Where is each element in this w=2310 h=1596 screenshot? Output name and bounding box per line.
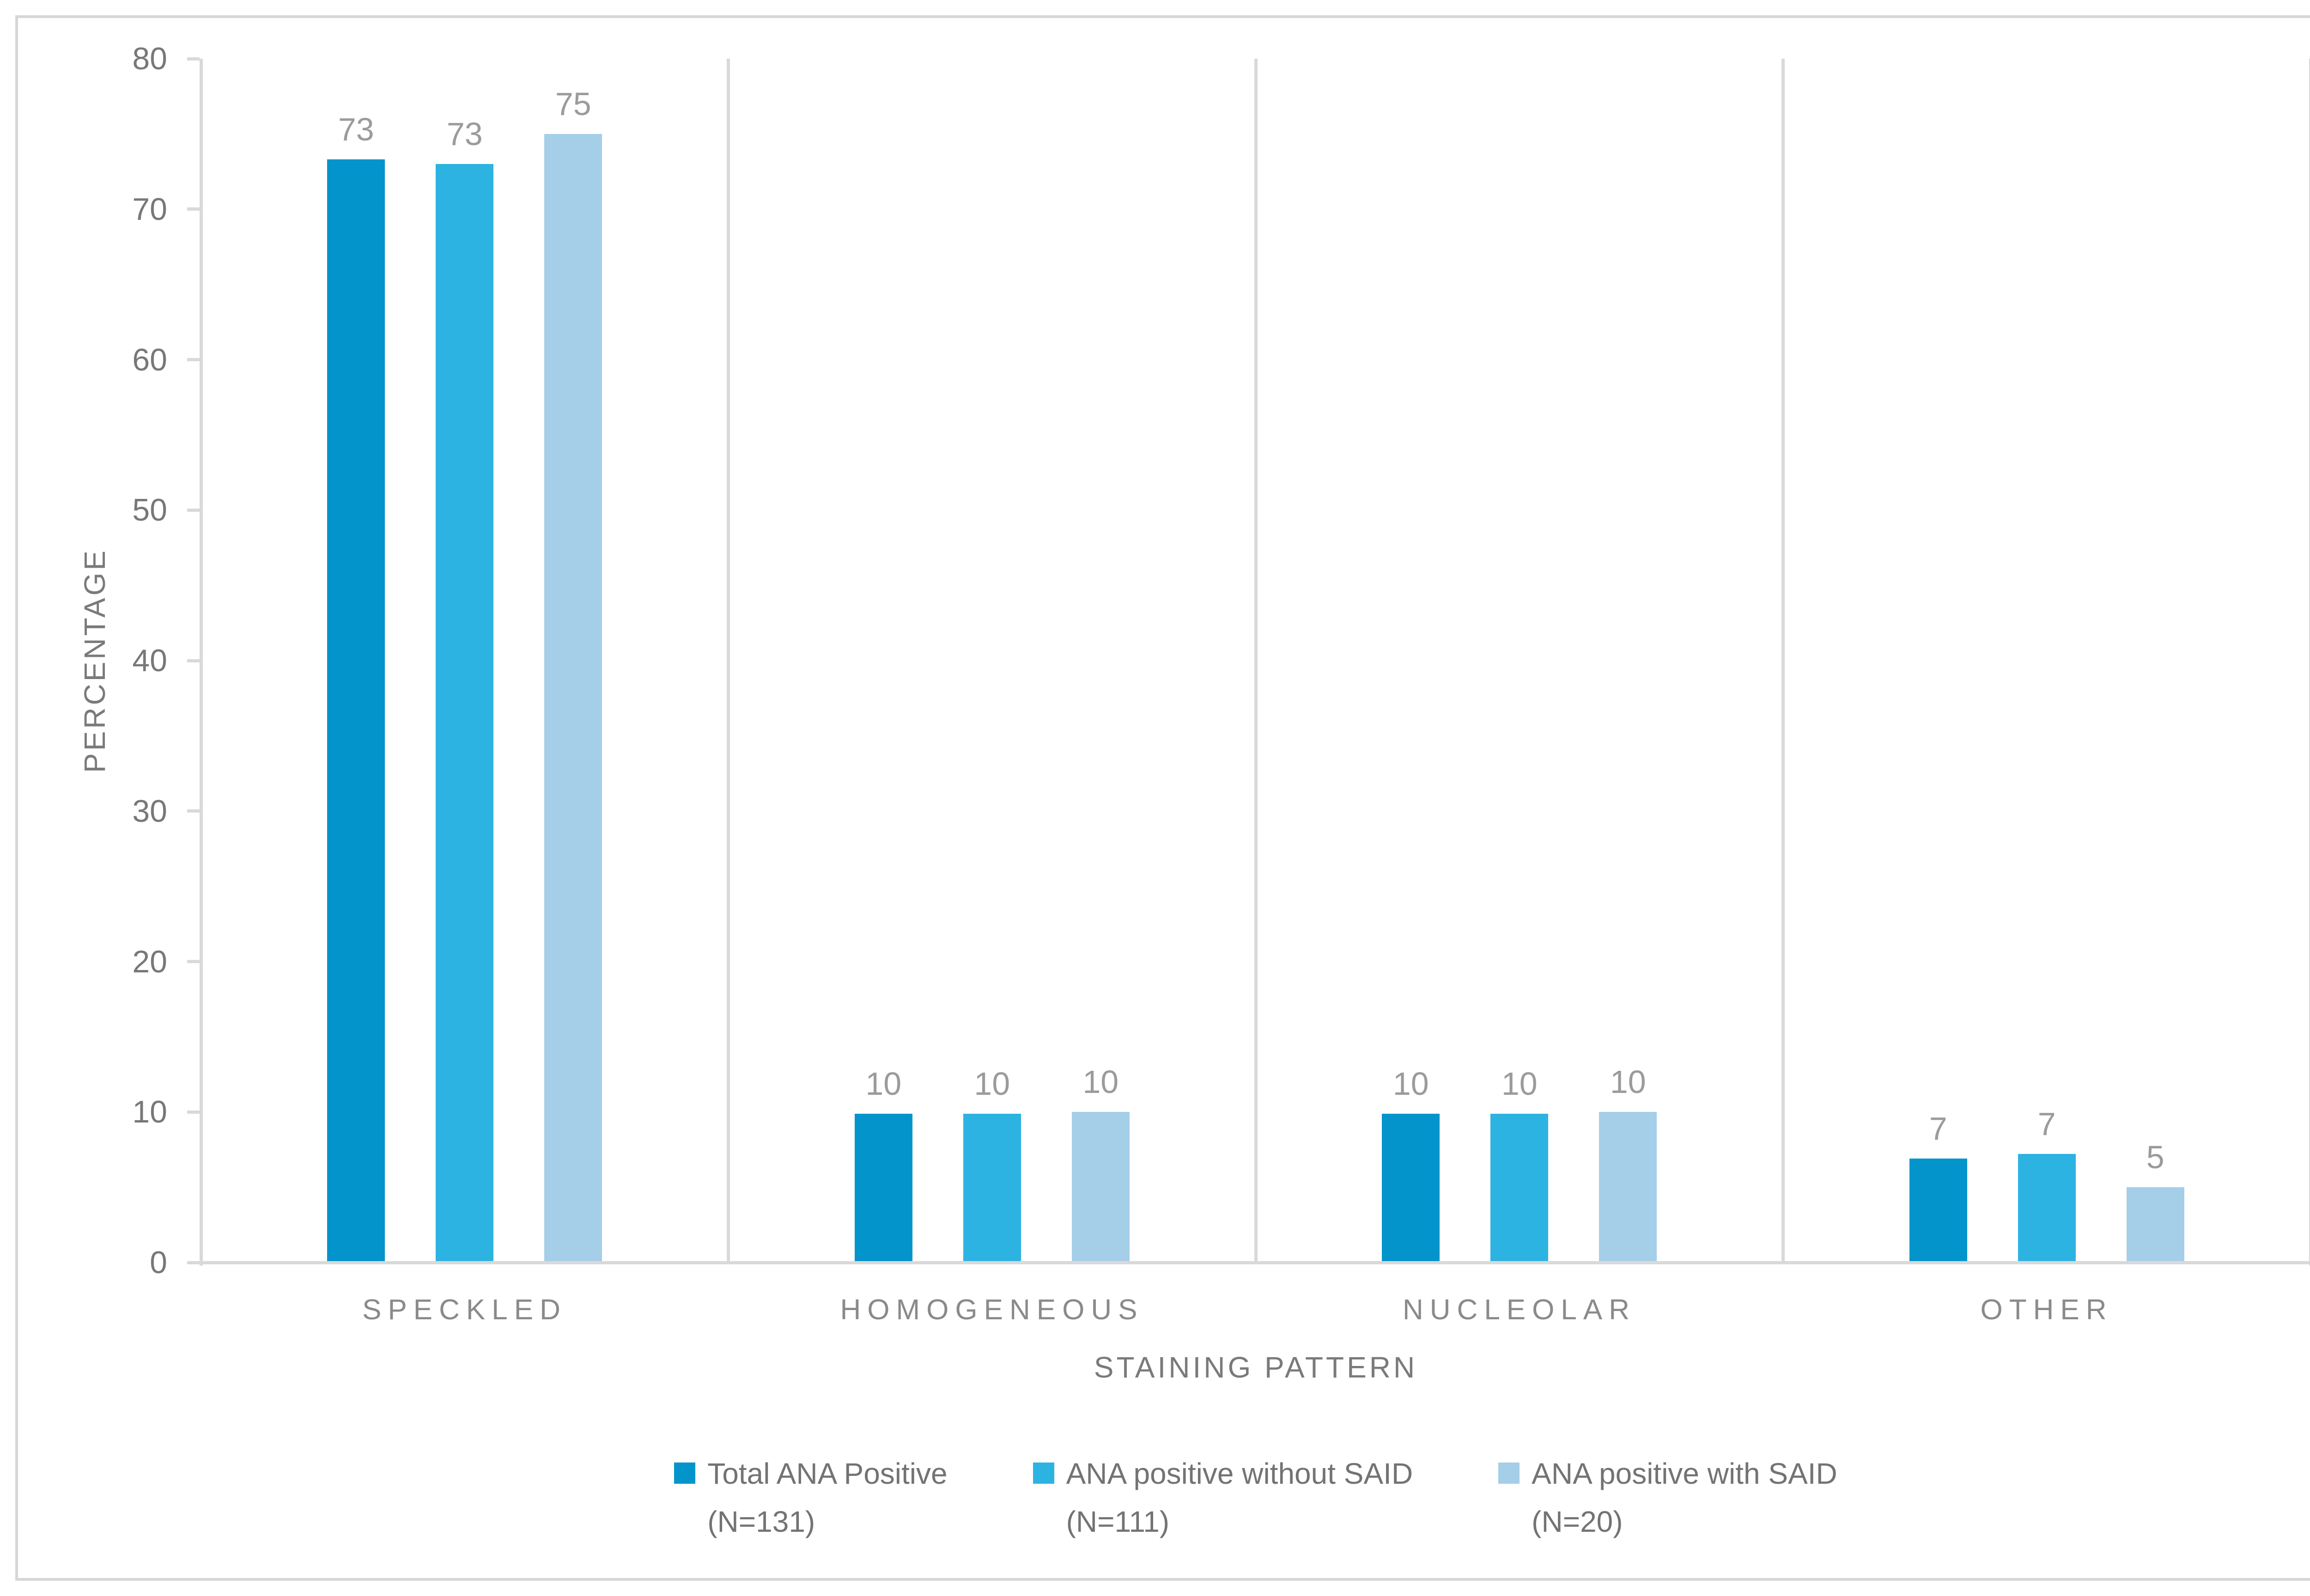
- bar: [963, 1113, 1021, 1262]
- y-tick-label: 20: [132, 944, 167, 979]
- legend: Total ANA Positive (N=131) ANA positive wi…: [201, 1454, 2310, 1541]
- y-tick-label: 60: [132, 342, 167, 377]
- x-axis-title: STAINING PATTERN: [1094, 1351, 1418, 1384]
- y-tick-label: 30: [132, 793, 167, 829]
- data-label: 10: [974, 1065, 1010, 1102]
- plot-right-border: [2309, 59, 2310, 1266]
- y-tick-label: 10: [132, 1094, 167, 1130]
- figure-border: [15, 15, 2310, 1581]
- y-axis-line: [199, 59, 203, 1266]
- y-tick-mark: [187, 809, 200, 813]
- y-tick-label: 0: [150, 1245, 167, 1280]
- data-label: 7: [1929, 1111, 1947, 1147]
- bar: [1599, 1112, 1657, 1262]
- category-separator: [727, 59, 730, 1262]
- bar: [327, 159, 385, 1262]
- data-label: 75: [555, 85, 591, 122]
- y-tick-label: 80: [132, 41, 167, 76]
- legend-label: ANA positive with SAID: [1532, 1457, 1837, 1490]
- legend-label-group: ANA positive without SAID (N=111): [1066, 1454, 1413, 1541]
- legend-label: ANA positive without SAID: [1066, 1457, 1413, 1490]
- data-label: 5: [2146, 1139, 2164, 1176]
- y-tick-mark: [187, 207, 200, 211]
- bar: [1490, 1113, 1549, 1262]
- bar: [544, 134, 602, 1262]
- data-label: 10: [865, 1065, 902, 1102]
- y-tick-label: 40: [132, 643, 167, 678]
- plot-area: 73 10 10 7 73 10 10 7 75 10 10 5: [201, 59, 2310, 1262]
- bar: [2018, 1154, 2076, 1262]
- legend-count: (N=131): [707, 1505, 815, 1539]
- y-tick-mark: [187, 960, 200, 963]
- y-tick-mark: [187, 508, 200, 512]
- bar: [854, 1113, 912, 1262]
- data-label: 10: [1082, 1064, 1119, 1100]
- bar: [436, 164, 494, 1262]
- legend-label: Total ANA Positive: [707, 1457, 948, 1490]
- bar: [1909, 1159, 1967, 1262]
- y-tick-label: 70: [132, 191, 167, 227]
- category-label: SPECKLED: [362, 1294, 567, 1326]
- bar: [1071, 1112, 1130, 1262]
- category-label: NUCLEOLAR: [1403, 1294, 1636, 1326]
- data-label: 7: [2037, 1106, 2056, 1142]
- data-label: 10: [1610, 1064, 1646, 1100]
- category-label: HOMOGENEOUS: [840, 1294, 1144, 1326]
- data-label: 73: [338, 111, 374, 148]
- category-label: OTHER: [1980, 1294, 2113, 1326]
- legend-count: (N=111): [1066, 1505, 1170, 1539]
- legend-marker: [674, 1462, 696, 1484]
- legend-marker: [1033, 1462, 1054, 1484]
- bar: [1382, 1113, 1440, 1262]
- legend-item: ANA positive with SAID (N=20): [1498, 1454, 1837, 1541]
- legend-item: Total ANA Positive (N=131): [674, 1454, 948, 1541]
- legend-count: (N=20): [1532, 1505, 1623, 1539]
- data-label: 73: [446, 116, 483, 152]
- legend-label-group: Total ANA Positive (N=131): [707, 1454, 947, 1541]
- y-tick-mark: [187, 1110, 200, 1114]
- y-tick-label: 50: [132, 492, 167, 528]
- bar: [2126, 1187, 2184, 1262]
- data-label: 10: [1501, 1065, 1538, 1102]
- legend-item: ANA positive without SAID (N=111): [1033, 1454, 1413, 1541]
- legend-label-group: ANA positive with SAID (N=20): [1532, 1454, 1837, 1541]
- category-separator: [1781, 59, 1785, 1262]
- data-label: 10: [1392, 1065, 1429, 1102]
- y-tick-mark: [187, 57, 200, 61]
- y-tick-mark: [187, 358, 200, 361]
- y-tick-mark: [187, 659, 200, 662]
- legend-marker: [1498, 1462, 1520, 1484]
- x-axis-line: [187, 1261, 2310, 1264]
- category-separator: [1254, 59, 1258, 1262]
